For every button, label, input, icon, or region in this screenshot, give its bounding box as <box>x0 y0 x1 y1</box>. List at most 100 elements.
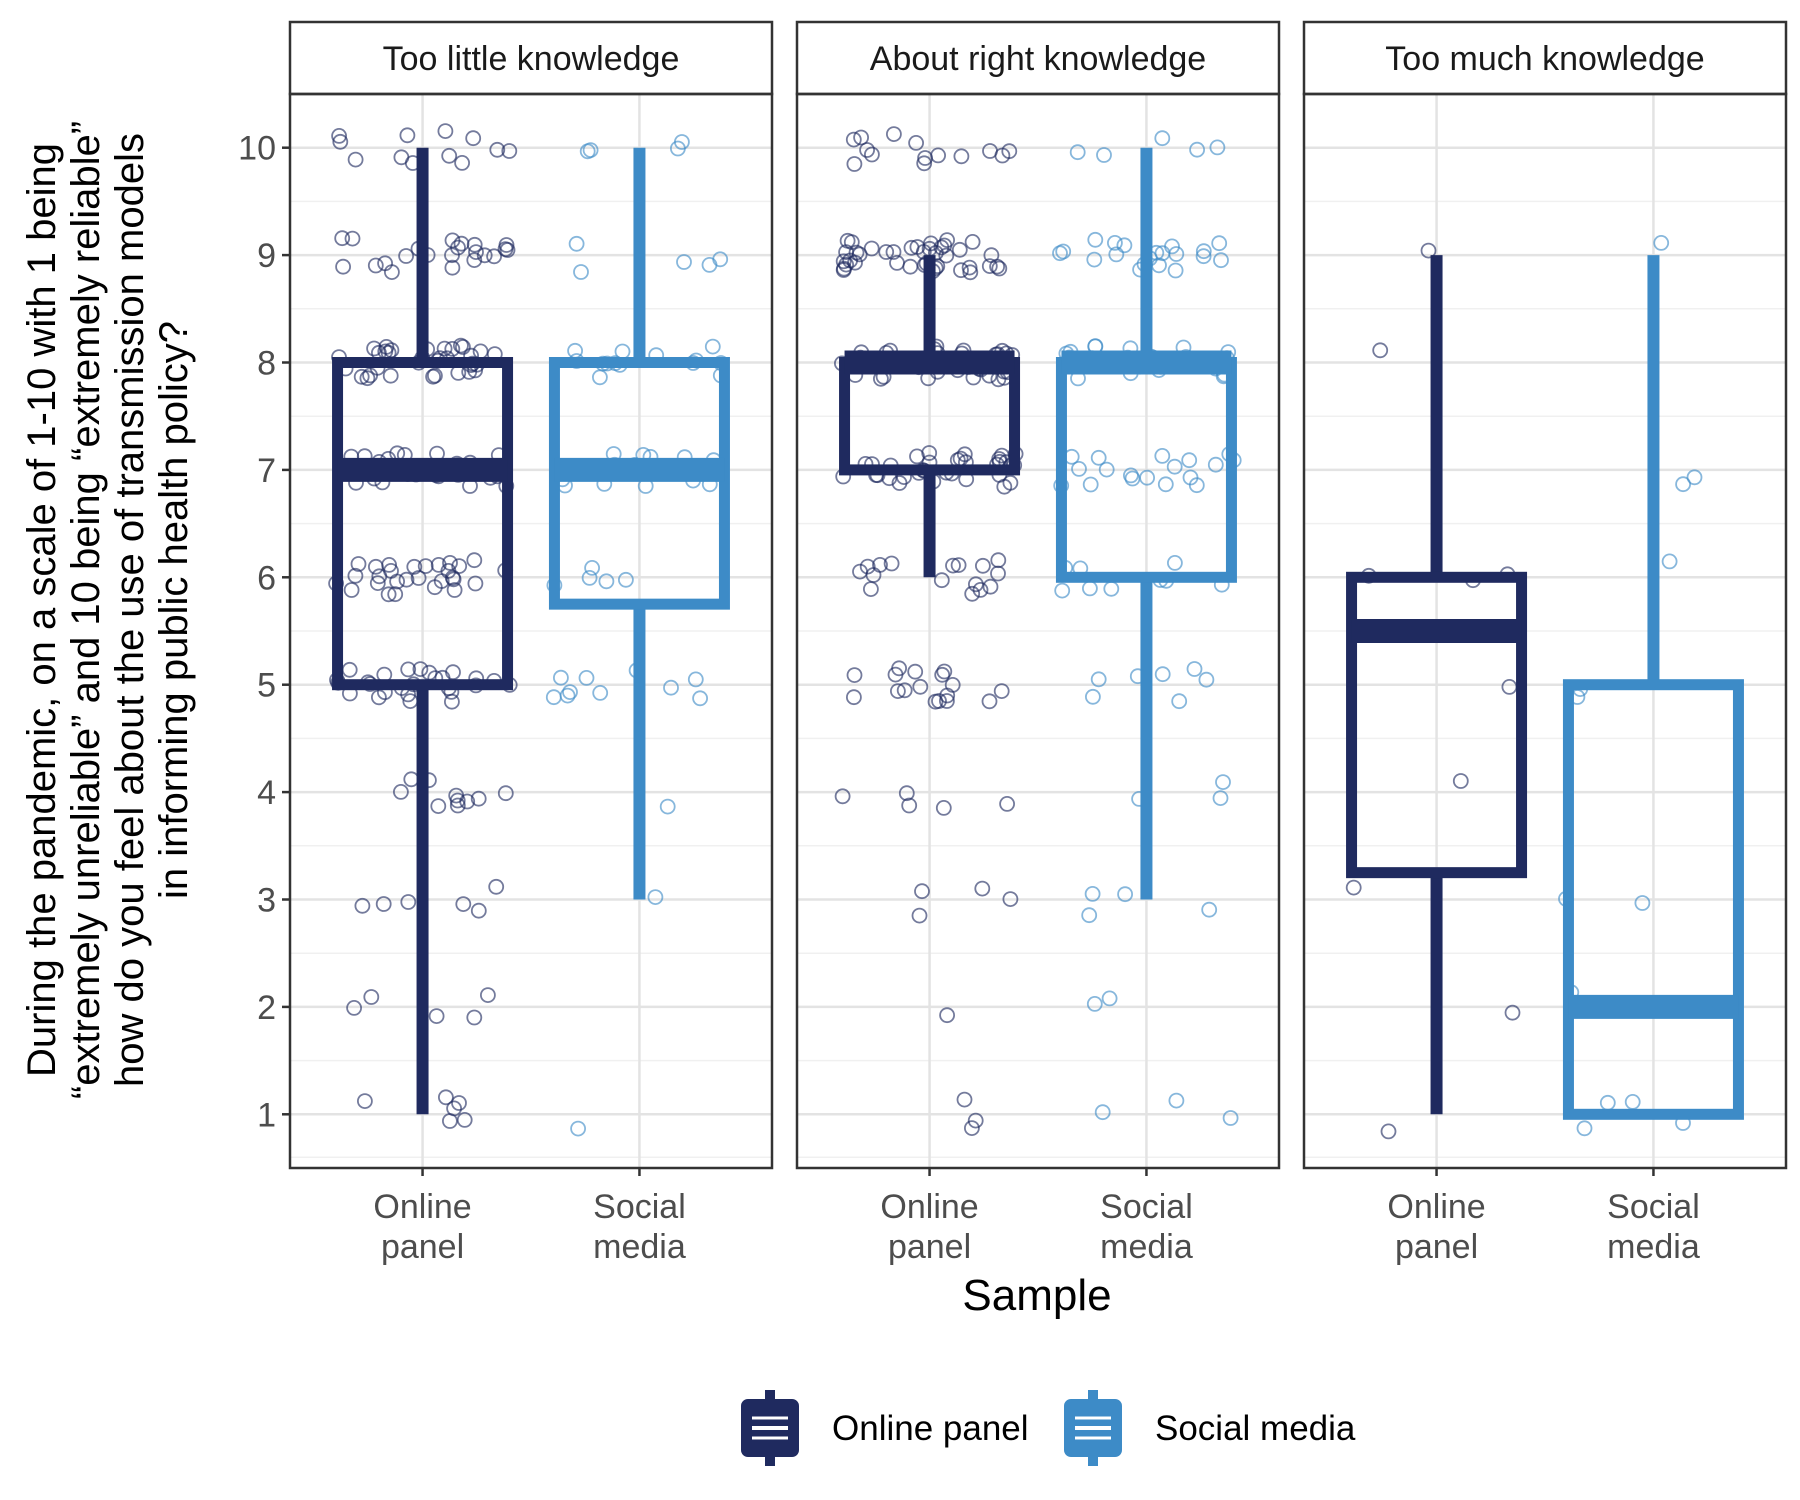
data-point <box>454 154 471 171</box>
panel-border <box>288 92 774 1170</box>
data-point <box>430 798 447 814</box>
y-axis-title: During the pandemic, on a scale of 1-10 … <box>20 121 196 1099</box>
data-point <box>1081 907 1098 924</box>
data-point <box>455 896 472 912</box>
data-point <box>999 796 1015 812</box>
data-point <box>848 244 865 261</box>
data-point <box>444 247 460 264</box>
data-point <box>901 797 918 814</box>
data-point <box>864 146 880 163</box>
data-point <box>1380 1123 1397 1140</box>
data-point <box>647 889 664 905</box>
data-point <box>380 586 397 603</box>
data-point <box>983 247 1000 264</box>
data-point <box>663 679 679 696</box>
legend-item-online-panel: Online panel <box>741 1390 1029 1466</box>
data-point <box>433 573 450 589</box>
x-tick-label: Online <box>880 1188 978 1226</box>
data-point <box>909 448 925 465</box>
data-point <box>887 666 904 683</box>
data-point <box>468 244 484 261</box>
box-social-media <box>1055 147 1237 900</box>
data-point <box>1675 476 1691 493</box>
facet-title: Too much knowledge <box>1385 40 1704 78</box>
x-tick-label: panel <box>888 1228 971 1266</box>
data-point <box>1213 252 1229 269</box>
data-point <box>993 683 1010 699</box>
box-online-panel <box>839 255 1021 578</box>
data-point <box>939 1007 955 1024</box>
data-point <box>578 670 595 686</box>
data-point <box>553 669 569 686</box>
data-point <box>400 894 417 910</box>
data-point <box>446 1100 463 1117</box>
data-point <box>1094 1104 1111 1121</box>
data-point <box>1154 130 1171 147</box>
facet-strip <box>1302 20 1788 96</box>
data-point <box>981 258 998 275</box>
y-tick-label: 7 <box>257 452 276 490</box>
data-point <box>479 987 496 1003</box>
legend-label: Social media <box>1155 1409 1356 1448</box>
data-point <box>465 130 482 147</box>
data-point <box>344 230 361 247</box>
data-point <box>883 555 900 572</box>
box-social-media <box>1562 255 1744 1120</box>
data-point <box>488 878 505 895</box>
data-point <box>486 248 503 265</box>
data-point <box>400 661 417 678</box>
data-point <box>912 678 929 695</box>
data-point <box>568 235 585 252</box>
data-point <box>1082 476 1099 493</box>
data-point <box>1071 460 1087 477</box>
data-point <box>382 367 399 384</box>
data-point <box>335 258 352 275</box>
data-point <box>898 785 915 802</box>
data-point <box>1188 477 1205 494</box>
data-point <box>389 573 406 590</box>
data-point <box>835 253 852 270</box>
data-point <box>1195 243 1212 260</box>
data-point <box>1181 452 1198 469</box>
data-point <box>1686 469 1703 486</box>
panel-border <box>1302 92 1788 1170</box>
data-point <box>331 127 348 144</box>
facet-strip <box>288 20 774 96</box>
data-point <box>334 230 351 247</box>
data-point <box>570 1120 586 1137</box>
data-point <box>445 571 462 588</box>
data-point <box>659 798 676 815</box>
data-point <box>1069 144 1086 161</box>
y-tick-label: 9 <box>257 237 276 275</box>
data-point <box>387 586 404 603</box>
data-point <box>1084 886 1101 902</box>
data-point <box>452 337 469 354</box>
y-tick-label: 4 <box>257 774 276 812</box>
data-point <box>889 254 905 271</box>
data-point <box>1054 582 1071 599</box>
data-point <box>1108 246 1125 263</box>
data-point <box>1085 688 1101 705</box>
x-tick-label: media <box>593 1228 686 1266</box>
data-point <box>953 262 969 279</box>
data-point <box>1098 461 1115 478</box>
data-point <box>1661 553 1678 570</box>
data-point <box>935 800 952 816</box>
facet-strip <box>795 20 1281 96</box>
data-point <box>1504 1004 1521 1021</box>
data-point <box>1002 891 1019 907</box>
data-point <box>908 134 924 151</box>
data-point <box>676 254 692 270</box>
data-point <box>366 340 383 357</box>
data-point <box>1107 234 1123 251</box>
data-point <box>859 558 876 575</box>
box-body <box>332 357 514 691</box>
data-point <box>1166 458 1183 475</box>
x-tick-label: media <box>1607 1228 1700 1266</box>
data-point <box>951 241 968 258</box>
data-point <box>834 788 851 805</box>
data-point <box>975 557 991 574</box>
data-point <box>1186 661 1203 677</box>
facet-title: Too little knowledge <box>383 40 680 78</box>
data-point <box>466 552 483 569</box>
